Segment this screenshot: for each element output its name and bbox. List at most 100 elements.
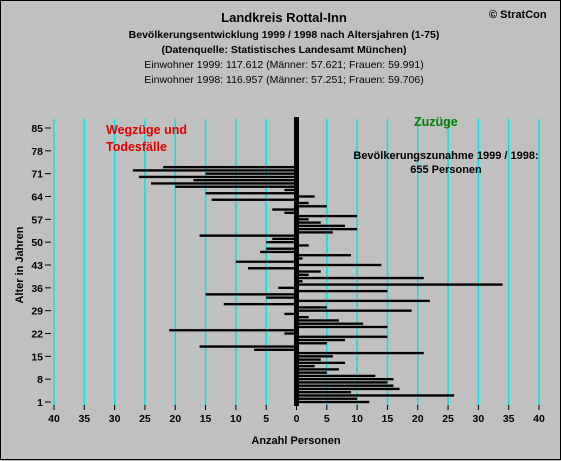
bar (296, 231, 333, 234)
x-tick-label: 10 (351, 413, 363, 425)
bar (284, 188, 297, 192)
bar (266, 296, 297, 299)
x-tick-label: 25 (139, 413, 151, 425)
bar (296, 270, 321, 273)
bar (205, 192, 297, 195)
bar (199, 345, 297, 348)
bar (296, 257, 303, 260)
bar (296, 273, 309, 276)
bar (296, 361, 345, 365)
y-axis-label: Alter in Jahren (14, 226, 26, 303)
x-tick-label: 15 (382, 413, 394, 425)
y-tick-label: 71 (31, 169, 43, 181)
bar (235, 260, 297, 263)
x-tick-label: 20 (169, 413, 181, 425)
bar (296, 244, 309, 247)
x-axis-label: Anzahl Personen (251, 435, 341, 447)
x-tick-label: 5 (324, 413, 330, 425)
bar (296, 387, 400, 391)
y-tick-label: 57 (31, 214, 43, 226)
bar (284, 211, 297, 214)
bar (163, 165, 297, 169)
x-axis-ticks: 40 35 30 25 20 15 10 5 0 5 10 15 20 25 30 35 40 (48, 405, 545, 425)
annotation-right: Zuzüge (414, 115, 458, 129)
bar (296, 400, 370, 404)
bar (296, 335, 388, 338)
bar (138, 175, 297, 179)
x-tick-label: 5 (263, 413, 269, 425)
bar (211, 198, 297, 201)
y-axis-ticks: 1 8 15 22 29 36 43 50 57 64 71 78 85 (31, 123, 51, 409)
y-tick-label: 78 (31, 146, 43, 158)
bar (296, 358, 321, 361)
x-tick-label: 30 (109, 413, 121, 425)
y-tick-label: 15 (31, 351, 43, 363)
bar (296, 306, 327, 309)
x-tick-label: 20 (412, 413, 424, 425)
bar (296, 381, 388, 384)
bar (296, 351, 424, 355)
bar (296, 391, 352, 394)
chart-subtitle: Bevölkerungsentwicklung 1999 / 1998 nach… (129, 29, 440, 41)
bar (296, 371, 327, 374)
x-tick-label: 40 (533, 413, 545, 425)
y-tick-label: 64 (31, 192, 43, 204)
bar (296, 214, 358, 218)
bar (272, 208, 297, 211)
x-tick-label: 15 (200, 413, 212, 425)
bar (296, 218, 309, 221)
bar (296, 289, 388, 293)
bar (151, 182, 297, 185)
x-tick-label: 0 (294, 413, 300, 425)
copyright-label: © StratCon (489, 9, 547, 21)
bar (296, 201, 309, 205)
bar (296, 280, 303, 283)
x-tick-label: 30 (473, 413, 485, 425)
bar (296, 309, 412, 312)
x-tick-label: 35 (78, 413, 90, 425)
bar (296, 195, 315, 198)
y-tick-label: 85 (31, 123, 43, 135)
zero-axis-line (294, 117, 299, 406)
bar (296, 355, 333, 358)
bar (296, 276, 424, 280)
chart-title: Landkreis Rottal-Inn (221, 10, 347, 25)
bar (296, 377, 394, 381)
bar (278, 286, 297, 290)
bar (296, 299, 430, 303)
y-tick-label: 43 (31, 260, 43, 272)
bar (296, 397, 358, 400)
summary-line1: Bevölkerungszunahme 1999 / 1998: (353, 150, 538, 162)
bar (193, 179, 297, 182)
bar (175, 185, 297, 188)
annotation-left-line2: Todesfälle (106, 140, 167, 154)
y-tick-label: 1 (37, 397, 43, 409)
bar (266, 240, 297, 244)
bar (284, 332, 297, 335)
annotation-left-line1: Wegzüge und (106, 123, 187, 137)
y-tick-label: 29 (31, 306, 43, 318)
y-tick-label: 36 (31, 283, 43, 295)
bar (199, 234, 297, 237)
bar (205, 293, 297, 296)
bar (296, 342, 327, 345)
y-tick-label: 22 (31, 329, 43, 341)
y-tick-label: 50 (31, 237, 43, 249)
bar (254, 348, 297, 351)
bar (248, 267, 297, 270)
bars (132, 117, 503, 406)
bar (169, 329, 297, 332)
bar (132, 169, 297, 172)
bar (284, 312, 297, 316)
bar (296, 384, 394, 387)
bar (296, 338, 345, 342)
bar (205, 172, 297, 175)
bar (296, 322, 364, 325)
bar (296, 325, 388, 329)
bar (296, 364, 315, 368)
bar (296, 227, 358, 231)
bar (296, 254, 352, 257)
bar (296, 263, 382, 267)
